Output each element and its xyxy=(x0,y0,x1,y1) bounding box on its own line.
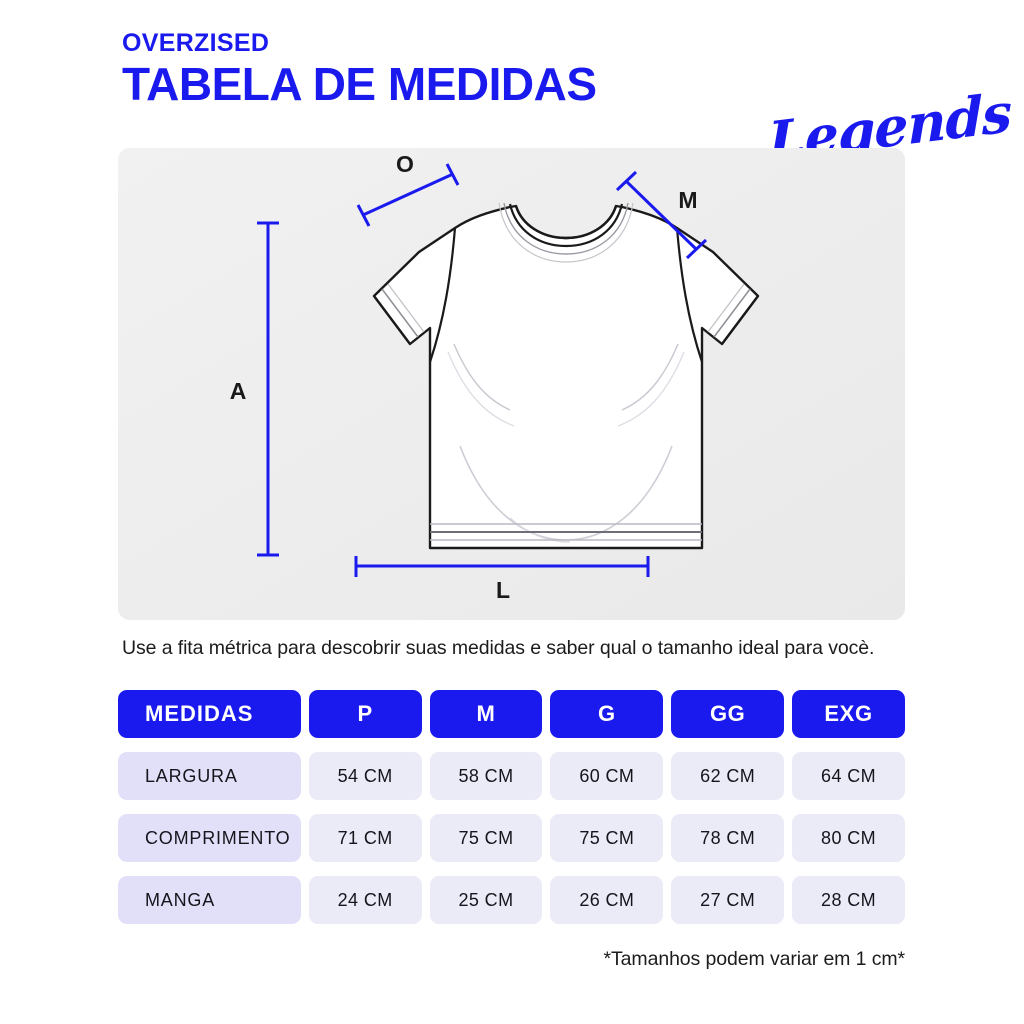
cell-manga-exg: 28 CM xyxy=(792,876,905,924)
tshirt-artwork xyxy=(372,202,760,550)
marker-label-l: L xyxy=(496,577,510,603)
marker-label-a: A xyxy=(230,378,247,404)
table-row: MANGA 24 CM 25 CM 26 CM 27 CM 28 CM xyxy=(118,876,905,924)
instruction-text: Use a fita métrica para descobrir suas m… xyxy=(122,637,875,659)
row-label-largura: LARGURA xyxy=(118,752,301,800)
page-header: OVERZISED TABELA DE MEDIDAS xyxy=(122,29,742,110)
cell-manga-g: 26 CM xyxy=(550,876,664,924)
cell-manga-m: 25 CM xyxy=(429,876,543,924)
column-header-gg: GG xyxy=(671,690,785,738)
column-header-exg: EXG xyxy=(792,690,905,738)
column-header-p: P xyxy=(308,690,422,738)
table-row: COMPRIMENTO 71 CM 75 CM 75 CM 78 CM 80 C… xyxy=(118,814,905,862)
cell-comprimento-p: 71 CM xyxy=(308,814,422,862)
table-header: MEDIDAS P M G GG EXG xyxy=(118,690,905,738)
table-body: LARGURA 54 CM 58 CM 60 CM 62 CM 64 CM CO… xyxy=(118,752,905,924)
dimension-lines xyxy=(257,163,708,577)
illustration-panel: O M A L xyxy=(118,148,905,620)
cell-largura-p: 54 CM xyxy=(308,752,422,800)
cell-largura-gg: 62 CM xyxy=(671,752,785,800)
table-header-row: MEDIDAS P M G GG EXG xyxy=(118,690,905,738)
tshirt-diagram: O M A L xyxy=(118,148,905,620)
page-title: TABELA DE MEDIDAS xyxy=(122,57,597,110)
dimension-line-m xyxy=(624,179,698,251)
marker-label-o: O xyxy=(396,151,414,177)
row-label-comprimento: COMPRIMENTO xyxy=(118,814,301,862)
disclaimer-text: *Tamanhos podem variar em 1 cm* xyxy=(603,948,906,970)
column-header-g: G xyxy=(550,690,664,738)
cell-largura-exg: 64 CM xyxy=(792,752,905,800)
marker-label-m: M xyxy=(678,187,697,213)
row-label-manga: MANGA xyxy=(118,876,301,924)
cell-largura-m: 58 CM xyxy=(429,752,543,800)
cell-manga-p: 24 CM xyxy=(308,876,422,924)
cell-comprimento-exg: 80 CM xyxy=(792,814,905,862)
cell-comprimento-g: 75 CM xyxy=(550,814,664,862)
column-header-medidas: MEDIDAS xyxy=(118,690,301,738)
column-header-m: M xyxy=(429,690,543,738)
cell-comprimento-gg: 78 CM xyxy=(671,814,785,862)
header-kicker: OVERZISED xyxy=(122,29,270,57)
cell-largura-g: 60 CM xyxy=(550,752,664,800)
dimension-line-o xyxy=(362,172,454,217)
cell-manga-gg: 27 CM xyxy=(671,876,785,924)
cell-comprimento-m: 75 CM xyxy=(429,814,543,862)
table-row: LARGURA 54 CM 58 CM 60 CM 62 CM 64 CM xyxy=(118,752,905,800)
measurements-table: MEDIDAS P M G GG EXG LARGURA 54 CM 58 CM… xyxy=(118,690,905,938)
